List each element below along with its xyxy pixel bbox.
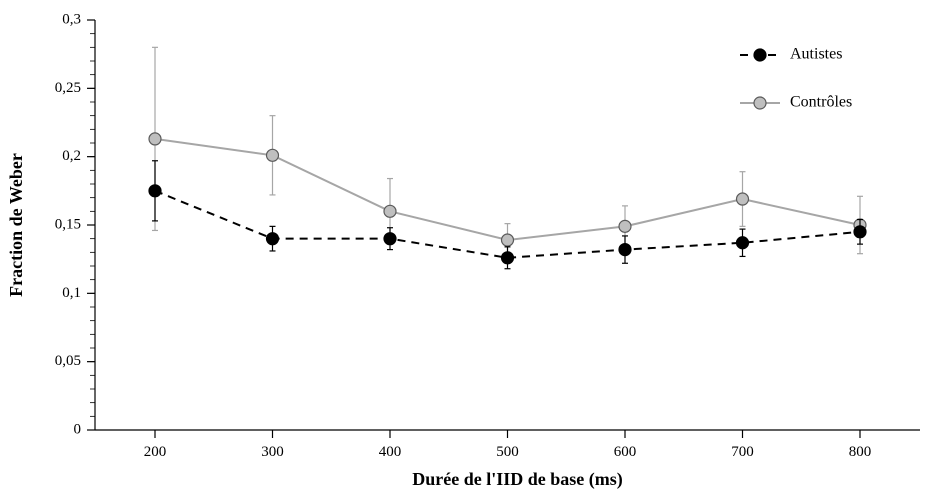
y-tick-label: 0 [74, 421, 82, 437]
x-tick-label: 200 [144, 444, 167, 460]
x-axis-label: Durée de l'IID de base (ms) [412, 469, 622, 490]
y-tick-label: 0,2 [62, 148, 81, 164]
x-tick-label: 600 [614, 444, 637, 460]
y-tick-label: 0,1 [62, 285, 81, 301]
y-tick-label: 0,15 [55, 216, 81, 232]
y-tick-label: 0,3 [62, 11, 81, 27]
x-tick-label: 800 [849, 444, 872, 460]
y-tick-label: 0,25 [55, 80, 81, 96]
legend-label: Contrôles [790, 94, 852, 111]
weber-chart: 0 0,05 0,1 0,15 0,2 0,25 0,3 200 300 400 500 600 700… [0, 0, 942, 501]
x-tick-label: 700 [731, 444, 754, 460]
y-axis-label: Fraction de Weber [6, 153, 26, 297]
x-tick-label: 500 [496, 444, 519, 460]
legend-label: Autistes [790, 46, 842, 63]
y-tick-label: 0,05 [55, 353, 81, 369]
x-tick-label: 400 [379, 444, 402, 460]
x-tick-label: 300 [261, 444, 284, 460]
